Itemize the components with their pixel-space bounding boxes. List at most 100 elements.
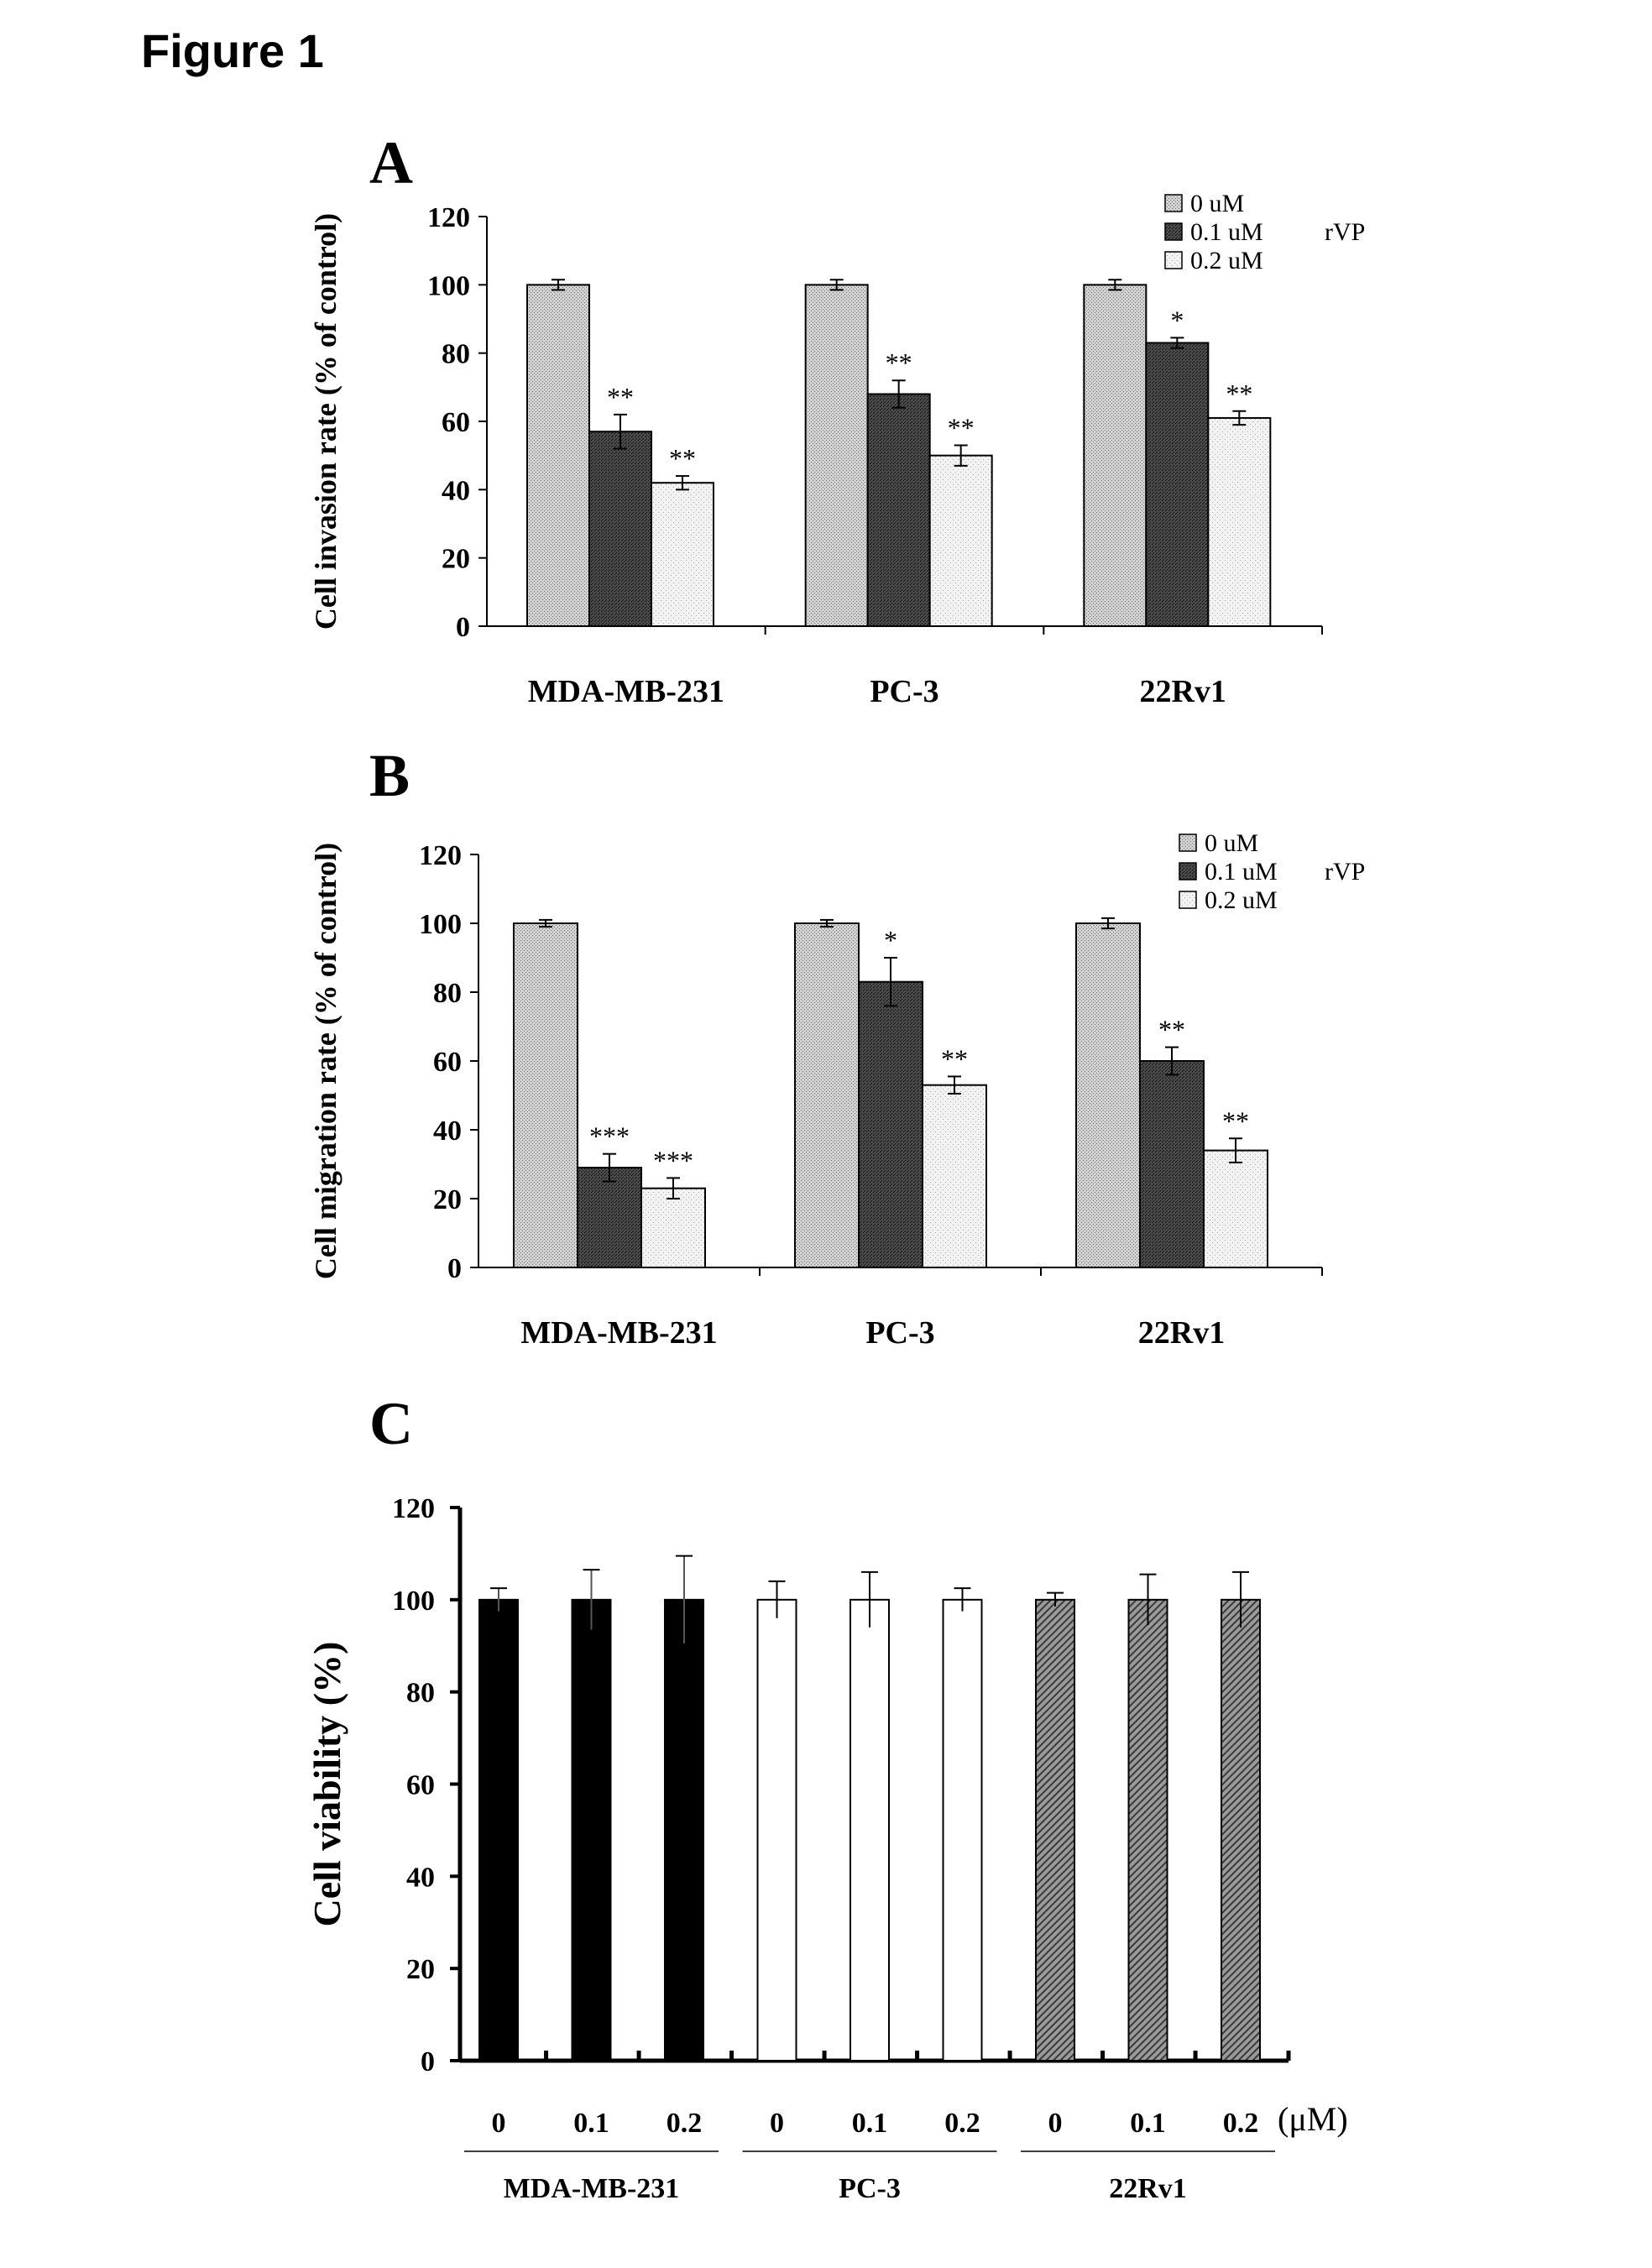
y-tick-label: 0 [421, 2046, 435, 2077]
significance-marker: ** [1226, 379, 1252, 409]
panel-a-chart: A Cell invasion rate (% of control) 0 20 40 6… [309, 129, 1365, 709]
y-tick-label: 60 [406, 1770, 435, 1801]
dose-label: 0.2 [944, 2108, 980, 2139]
significance-marker: *** [653, 1145, 693, 1175]
category-label: MDA-MB-231 [528, 674, 724, 709]
significance-marker: ** [1158, 1015, 1185, 1045]
dose-label: 0.1 [1130, 2108, 1166, 2139]
category-label: PC-3 [865, 1315, 934, 1351]
bar-01uM-pc-3 [859, 982, 923, 1267]
panel-letter: C [369, 1390, 413, 1457]
y-tick-label: 100 [427, 270, 470, 301]
bar-01uM-mda-mb-231 [578, 1168, 641, 1267]
unit-label: (μM) [1278, 2100, 1348, 2138]
category-label: MDA-MB-231 [520, 1315, 717, 1351]
panel-c-chart: C Cell viability (%) 0 20 40 60 80 100 120 0 0.1 0.… [306, 1390, 1348, 2204]
group-label: PC-3 [839, 2173, 901, 2204]
legend-label: 0 uM [1190, 190, 1244, 217]
y-tick-label: 0 [447, 1253, 462, 1284]
dose-label: 0 [1048, 2108, 1063, 2139]
legend-swatch [1165, 223, 1182, 240]
dose-label: 0.1 [852, 2108, 888, 2139]
y-tick-label: 20 [442, 544, 470, 575]
y-tick-label: 120 [427, 202, 470, 233]
y-tick-label: 100 [419, 909, 462, 940]
panel-b-chart: B Cell migration rate (% of control) 0 20 40… [309, 742, 1365, 1351]
y-tick-label: 40 [406, 1862, 435, 1893]
y-axis-label: Cell invasion rate (% of control) [309, 213, 342, 630]
y-tick-label: 100 [392, 1586, 435, 1617]
bar-01uM-22rv1 [1146, 342, 1208, 626]
legend-label: 0.1 uM [1205, 858, 1278, 886]
legend-swatch [1165, 195, 1182, 212]
group-label: MDA-MB-231 [504, 2173, 680, 2204]
category-label: 22Rv1 [1138, 1315, 1225, 1351]
significance-marker: ** [669, 443, 696, 473]
y-tick-label: 120 [419, 840, 462, 871]
bar-22rv1-0 [1036, 1600, 1074, 2061]
y-tick-label: 120 [392, 1493, 435, 1524]
bar-22rv1-0.2 [1221, 1600, 1260, 2061]
dose-label: 0 [492, 2108, 506, 2139]
significance-marker: *** [589, 1121, 630, 1152]
dose-label: 0 [770, 2108, 784, 2139]
significance-marker: * [1170, 305, 1184, 335]
significance-marker: ** [607, 382, 634, 412]
significance-marker: ** [941, 1043, 968, 1074]
bar-01uM-pc-3 [868, 394, 930, 626]
panel-letter: A [369, 129, 413, 196]
legend-title: rVP [1325, 218, 1365, 246]
dose-label: 0.2 [667, 2108, 703, 2139]
y-tick-label: 60 [442, 407, 470, 438]
significance-marker: * [884, 925, 897, 955]
bar-0uM-mda-mb-231 [514, 923, 578, 1267]
bar-22rv1-0.1 [1129, 1600, 1168, 2061]
panel-letter: B [369, 742, 410, 809]
y-tick-label: 80 [442, 339, 470, 370]
bar-mda-mb-231-0 [479, 1600, 518, 2061]
group-label: 22Rv1 [1109, 2173, 1187, 2204]
bar-02uM-mda-mb-231 [641, 1189, 705, 1267]
bar-pc-3-0 [758, 1600, 797, 2061]
bar-0uM-22rv1 [1076, 923, 1140, 1267]
dose-label: 0.1 [573, 2108, 609, 2139]
category-label: 22Rv1 [1139, 674, 1226, 709]
bar-01uM-mda-mb-231 [589, 431, 651, 626]
bar-mda-mb-231-0.2 [665, 1600, 703, 2061]
category-label: PC-3 [870, 674, 938, 709]
y-tick-label: 0 [456, 612, 470, 643]
y-tick-label: 60 [433, 1047, 462, 1078]
bar-02uM-22rv1 [1204, 1151, 1268, 1267]
y-tick-label: 80 [433, 978, 462, 1009]
bar-0uM-22rv1 [1084, 285, 1146, 626]
bar-mda-mb-231-0.1 [572, 1600, 611, 2061]
bar-pc-3-0.2 [944, 1600, 982, 2061]
figure-canvas: A Cell invasion rate (% of control) 0 20 40 6… [0, 0, 1652, 2268]
dose-label: 0.2 [1223, 2108, 1259, 2139]
legend-title: rVP [1325, 858, 1365, 886]
bar-02uM-mda-mb-231 [651, 483, 714, 626]
significance-marker: ** [886, 348, 912, 378]
legend-swatch [1179, 863, 1196, 880]
bar-0uM-mda-mb-231 [527, 285, 589, 626]
bar-02uM-22rv1 [1208, 418, 1270, 626]
bar-0uM-pc-3 [795, 923, 859, 1267]
y-tick-label: 40 [442, 475, 470, 506]
y-axis-label: Cell viability (%) [306, 1642, 348, 1927]
bar-02uM-pc-3 [923, 1085, 986, 1267]
y-tick-label: 20 [406, 1954, 435, 1985]
y-axis-label: Cell migration rate (% of control) [309, 843, 342, 1279]
legend-label: 0.1 uM [1190, 218, 1263, 246]
y-tick-label: 20 [433, 1184, 462, 1215]
bar-02uM-pc-3 [930, 456, 992, 626]
y-tick-label: 40 [433, 1116, 462, 1147]
legend-label: 0.2 uM [1205, 886, 1278, 914]
y-tick-label: 80 [406, 1678, 435, 1709]
legend-swatch [1179, 891, 1196, 908]
legend-label: 0 uM [1205, 829, 1258, 857]
bar-pc-3-0.1 [850, 1600, 889, 2061]
legend-swatch [1165, 252, 1182, 269]
significance-marker: ** [1222, 1105, 1249, 1136]
bar-0uM-pc-3 [806, 285, 868, 626]
legend-swatch [1179, 834, 1196, 851]
